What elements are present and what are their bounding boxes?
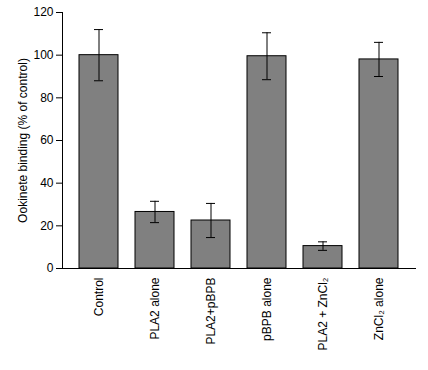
svg-text:PLA2 + ZnCl₂: PLA2 + ZnCl₂ bbox=[316, 277, 330, 350]
svg-text:pBPB alone: pBPB alone bbox=[260, 277, 274, 341]
svg-text:PLA2 alone: PLA2 alone bbox=[148, 277, 162, 339]
svg-text:20: 20 bbox=[40, 219, 54, 233]
svg-text:ZnCl₂ alone: ZnCl₂ alone bbox=[372, 277, 386, 340]
svg-text:40: 40 bbox=[40, 176, 54, 190]
svg-text:80: 80 bbox=[40, 91, 54, 105]
svg-text:PLA2+pBPB: PLA2+pBPB bbox=[204, 278, 218, 345]
svg-text:0: 0 bbox=[47, 261, 54, 275]
svg-text:60: 60 bbox=[40, 133, 54, 147]
svg-text:100: 100 bbox=[33, 48, 53, 62]
svg-text:Control: Control bbox=[92, 278, 106, 317]
svg-text:Ookinete binding (% of control: Ookinete binding (% of control) bbox=[16, 58, 30, 223]
svg-text:120: 120 bbox=[33, 5, 53, 19]
